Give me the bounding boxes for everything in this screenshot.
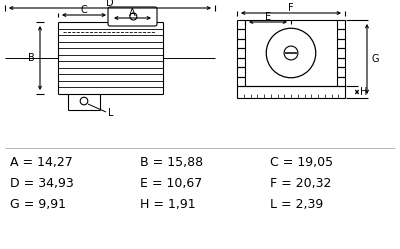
- Text: G: G: [371, 54, 379, 64]
- FancyBboxPatch shape: [108, 7, 157, 26]
- Text: H = 1,91: H = 1,91: [140, 198, 196, 211]
- Text: A = 14,27: A = 14,27: [10, 156, 73, 169]
- Text: H: H: [360, 87, 368, 97]
- Text: E = 10,67: E = 10,67: [140, 177, 202, 190]
- Text: D = 34,93: D = 34,93: [10, 177, 74, 190]
- Text: L = 2,39: L = 2,39: [270, 198, 323, 211]
- Text: E: E: [265, 12, 271, 22]
- Text: B: B: [28, 53, 34, 63]
- Text: A: A: [129, 8, 136, 18]
- Text: L: L: [108, 108, 114, 118]
- Text: F = 20,32: F = 20,32: [270, 177, 331, 190]
- Text: C = 19,05: C = 19,05: [270, 156, 333, 169]
- Text: F: F: [288, 3, 294, 13]
- Text: D: D: [106, 0, 114, 8]
- Text: B = 15,88: B = 15,88: [140, 156, 203, 169]
- Text: G = 9,91: G = 9,91: [10, 198, 66, 211]
- Text: C: C: [81, 5, 87, 15]
